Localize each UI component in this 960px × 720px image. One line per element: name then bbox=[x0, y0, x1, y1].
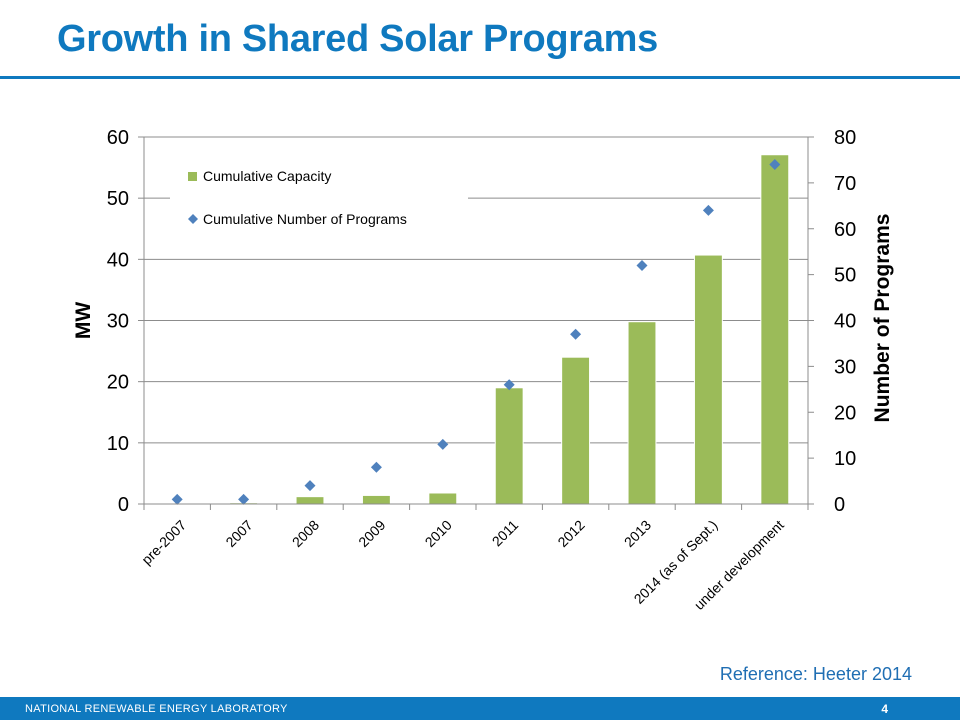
y2-tick-label: 20 bbox=[834, 402, 856, 424]
capacity-bar bbox=[561, 356, 591, 505]
legend-label-capacity: Cumulative Capacity bbox=[203, 168, 331, 184]
x-tick-label: 2012 bbox=[554, 517, 587, 550]
y-tick-label: 60 bbox=[107, 127, 129, 149]
programs-marker bbox=[370, 461, 382, 473]
x-tick-label: 2013 bbox=[621, 517, 654, 550]
marker-series bbox=[171, 159, 781, 505]
legend-background bbox=[170, 160, 468, 240]
programs-marker bbox=[702, 204, 714, 216]
x-tick-label: 2010 bbox=[422, 517, 455, 550]
page-number: 4 bbox=[881, 702, 888, 716]
y2-tick-label: 10 bbox=[834, 448, 856, 470]
y2-tick-label: 70 bbox=[834, 173, 856, 195]
x-tick-label: 2009 bbox=[355, 517, 388, 550]
y2-tick-label: 80 bbox=[834, 127, 856, 149]
capacity-bar bbox=[760, 154, 790, 505]
capacity-bar bbox=[627, 321, 657, 505]
y2-tick-label: 40 bbox=[834, 311, 856, 333]
y-tick-label: 50 bbox=[107, 188, 129, 210]
footer-bar: NATIONAL RENEWABLE ENERGY LABORATORY 4 bbox=[0, 697, 960, 720]
y2-tick-label: 30 bbox=[834, 356, 856, 378]
programs-marker bbox=[636, 259, 648, 271]
x-tick-label: 2007 bbox=[222, 517, 255, 550]
y2-axis-title: Number of Programs bbox=[871, 214, 894, 423]
programs-marker bbox=[570, 328, 582, 340]
capacity-bar bbox=[361, 494, 391, 505]
slide-title: Growth in Shared Solar Programs bbox=[57, 18, 658, 60]
y-axis-title: MW bbox=[72, 302, 95, 339]
programs-marker bbox=[304, 480, 316, 492]
x-tick-label: 2011 bbox=[489, 517, 522, 550]
y-tick-label: 20 bbox=[107, 372, 129, 394]
x-tick-label: pre-2007 bbox=[138, 517, 189, 568]
capacity-bar bbox=[693, 254, 723, 505]
x-tick-label: 2008 bbox=[289, 517, 322, 550]
capacity-bar bbox=[428, 492, 458, 505]
legend-swatch-programs bbox=[188, 214, 198, 224]
programs-marker bbox=[503, 379, 515, 391]
y-tick-label: 40 bbox=[107, 249, 129, 271]
programs-marker bbox=[171, 493, 183, 505]
y-tick-label: 30 bbox=[107, 311, 129, 333]
programs-marker bbox=[238, 493, 250, 505]
title-rule bbox=[0, 76, 960, 79]
footer-organization: NATIONAL RENEWABLE ENERGY LABORATORY bbox=[25, 703, 288, 715]
capacity-bar bbox=[295, 496, 325, 505]
y2-tick-label: 60 bbox=[834, 219, 856, 241]
capacity-bar bbox=[494, 387, 524, 505]
y-tick-label: 0 bbox=[118, 494, 129, 516]
y-tick-label: 10 bbox=[107, 433, 129, 455]
chart: 0 10 20 30 40 50 60 0 10 20 30 40 50 60 70 80 pre-2007 20… bbox=[72, 127, 894, 613]
legend-label-programs: Cumulative Number of Programs bbox=[203, 211, 407, 227]
y2-tick-label: 0 bbox=[834, 494, 845, 516]
legend: Cumulative Capacity Cumulative Number of … bbox=[170, 160, 468, 240]
programs-marker bbox=[769, 159, 781, 171]
y2-tick-label: 50 bbox=[834, 265, 856, 287]
reference-note: Reference: Heeter 2014 bbox=[719, 664, 912, 684]
programs-marker bbox=[437, 438, 449, 450]
legend-swatch-capacity bbox=[188, 172, 197, 181]
